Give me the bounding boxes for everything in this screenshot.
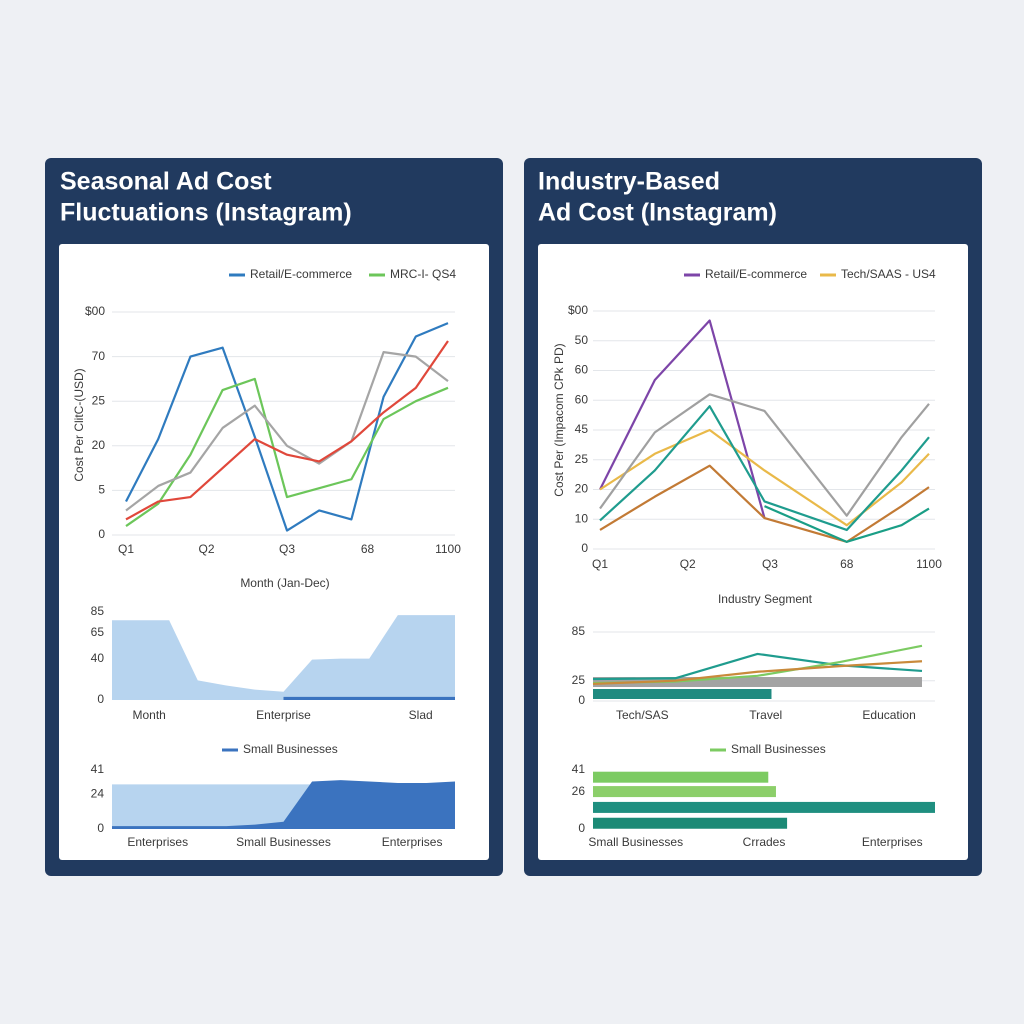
y-tick-label: 40 (91, 651, 105, 665)
x-tick-label: Education (862, 708, 915, 722)
y-tick-label: 25 (92, 393, 106, 407)
x-axis-label: Industry Segment (718, 592, 813, 606)
y-tick-label: 85 (91, 604, 105, 618)
line (125, 322, 449, 532)
x-tick-label: Tech/SAS (616, 708, 669, 722)
y-tick-label: 65 (91, 625, 105, 639)
x-tick-label: Month (132, 708, 165, 722)
y-tick-label: 50 (575, 333, 589, 347)
y-tick-label: 20 (92, 438, 106, 452)
y-tick-label: 60 (575, 363, 589, 377)
x-tick-label: Enterprises (382, 835, 443, 849)
y-tick-label: 5 (98, 483, 105, 497)
line (592, 652, 923, 681)
line (599, 405, 930, 532)
y-tick-label: 26 (572, 784, 586, 798)
panel-title: Ad Cost (Instagram) (538, 199, 777, 227)
y-tick-label: 41 (572, 762, 586, 776)
x-axis-label: Month (Jan-Dec) (240, 576, 329, 590)
x-tick-label: Q3 (762, 557, 778, 571)
y-tick-label: 10 (575, 511, 589, 525)
bar (593, 677, 922, 687)
y-tick-label: 0 (578, 821, 585, 835)
y-tick-label: 60 (575, 392, 589, 406)
y-tick-label: 25 (572, 673, 586, 687)
line (599, 428, 930, 527)
x-tick-label: Small Businesses (236, 835, 331, 849)
line (599, 464, 930, 543)
y-tick-label: $00 (568, 303, 588, 317)
card (59, 244, 489, 860)
x-tick-label: Travel (749, 708, 782, 722)
y-tick-label: 85 (572, 624, 586, 638)
bar (593, 801, 935, 813)
legend-label: Tech/SAAS - US4 (841, 267, 936, 281)
y-tick-label: 24 (91, 787, 105, 801)
x-tick-label: Q1 (118, 542, 134, 556)
area (112, 780, 455, 829)
x-tick-label: Enterprise (256, 708, 311, 722)
legend-label: MRC-I- QS4 (390, 267, 456, 281)
legend-label: Small Businesses (731, 742, 826, 756)
bar (593, 786, 776, 798)
x-tick-label: Enterprises (127, 835, 188, 849)
y-tick-label: 0 (98, 527, 105, 541)
x-tick-label: Enterprises (862, 835, 923, 849)
panel-title: Seasonal Ad Cost (60, 168, 272, 196)
bar (593, 771, 769, 783)
panel-title: Industry-Based (538, 168, 720, 196)
line (599, 393, 930, 517)
x-tick-label: Crrades (743, 835, 786, 849)
y-axis-label: Cost Per (Impacom CPk PD) (552, 343, 566, 496)
y-tick-label: $00 (85, 304, 105, 318)
area (112, 615, 455, 700)
legend-label: Small Businesses (243, 742, 338, 756)
bar (593, 689, 772, 699)
x-tick-label: Q2 (680, 557, 696, 571)
x-tick-label: Q1 (592, 557, 608, 571)
y-axis-label: Cost Per ClitC-(USD) (72, 368, 86, 481)
y-tick-label: 0 (97, 692, 104, 706)
line (125, 377, 449, 527)
line (764, 505, 930, 543)
y-tick-label: 70 (92, 349, 106, 363)
x-tick-label: 1100 (916, 557, 942, 571)
y-tick-label: 20 (575, 482, 589, 496)
x-tick-label: Small Businesses (588, 835, 683, 849)
line (592, 660, 923, 686)
bar (593, 817, 788, 829)
legend-label: Retail/E-commerce (250, 267, 352, 281)
legend-label: Retail/E-commerce (705, 267, 807, 281)
x-tick-label: 68 (361, 542, 375, 556)
y-tick-label: 25 (575, 452, 589, 466)
card (538, 244, 968, 860)
y-tick-label: 41 (91, 762, 105, 776)
x-tick-label: Slad (409, 708, 433, 722)
y-tick-label: 0 (97, 821, 104, 835)
x-tick-label: Q2 (198, 542, 214, 556)
line (599, 319, 766, 519)
x-tick-label: 68 (840, 557, 854, 571)
x-tick-label: 1100 (435, 542, 461, 556)
panel-title: Fluctuations (Instagram) (60, 199, 352, 227)
y-tick-label: 45 (575, 422, 589, 436)
line (125, 340, 449, 521)
area (283, 696, 455, 700)
y-tick-label: 0 (578, 693, 585, 707)
x-tick-label: Q3 (279, 542, 295, 556)
line (125, 351, 449, 512)
y-tick-label: 0 (581, 541, 588, 555)
